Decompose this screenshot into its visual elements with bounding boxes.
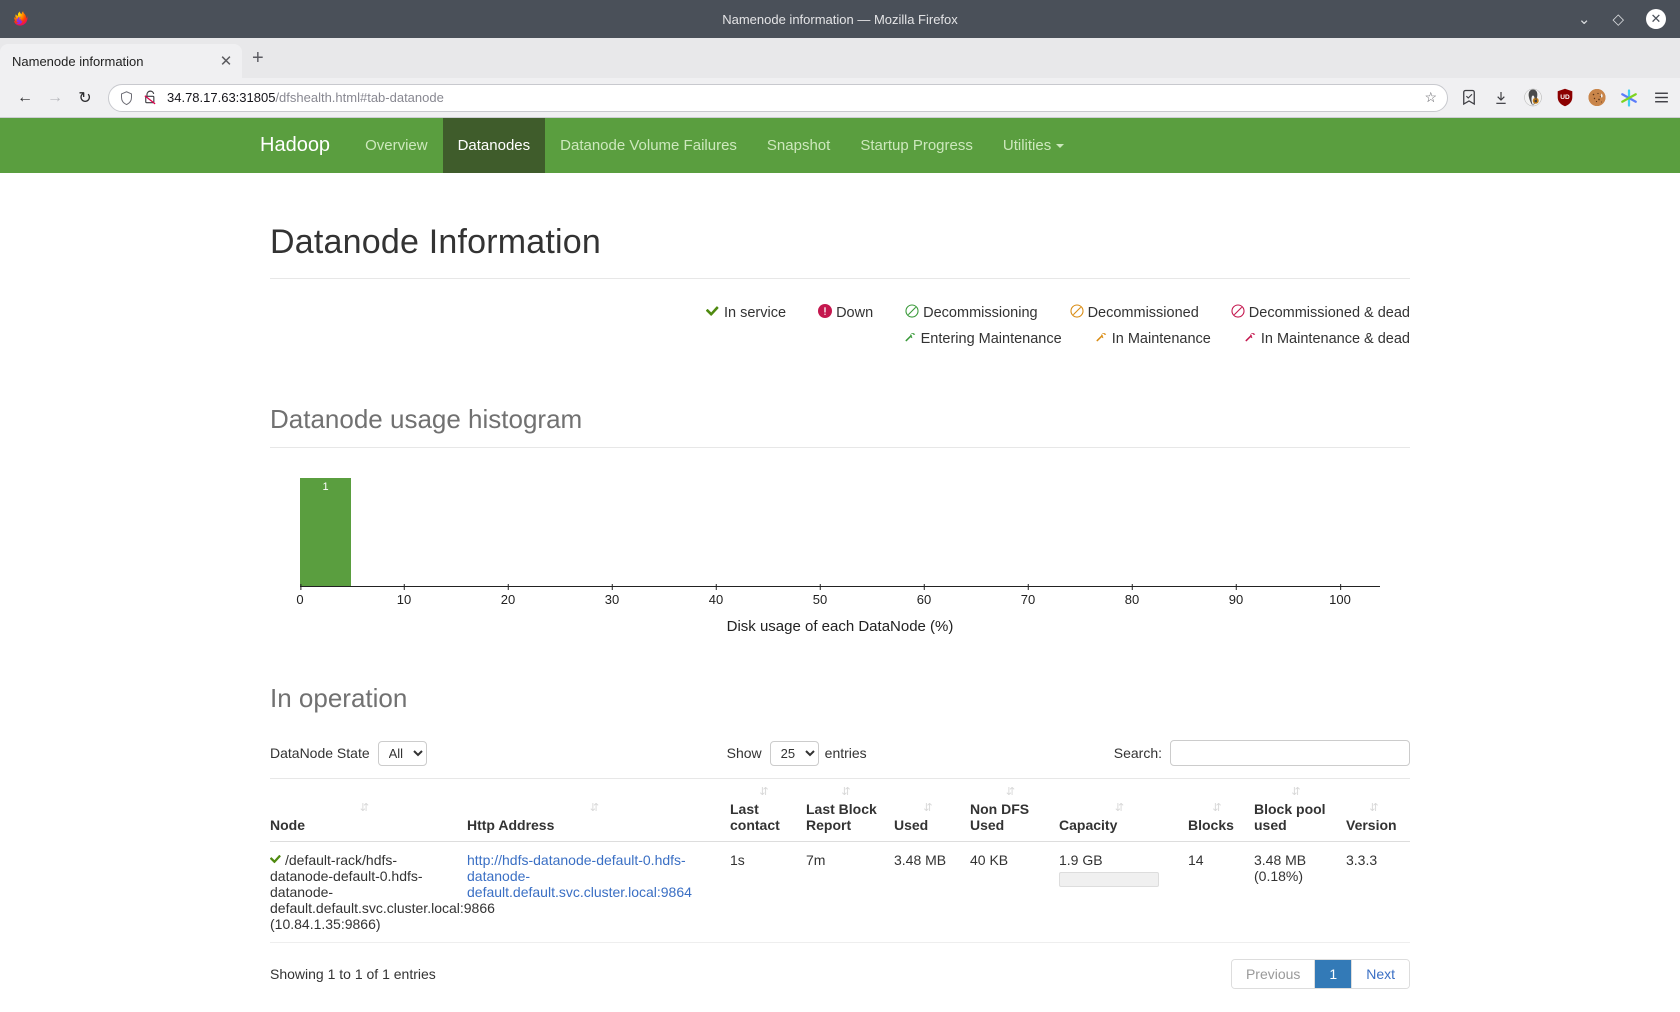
svg-text:UD: UD — [1560, 94, 1570, 101]
